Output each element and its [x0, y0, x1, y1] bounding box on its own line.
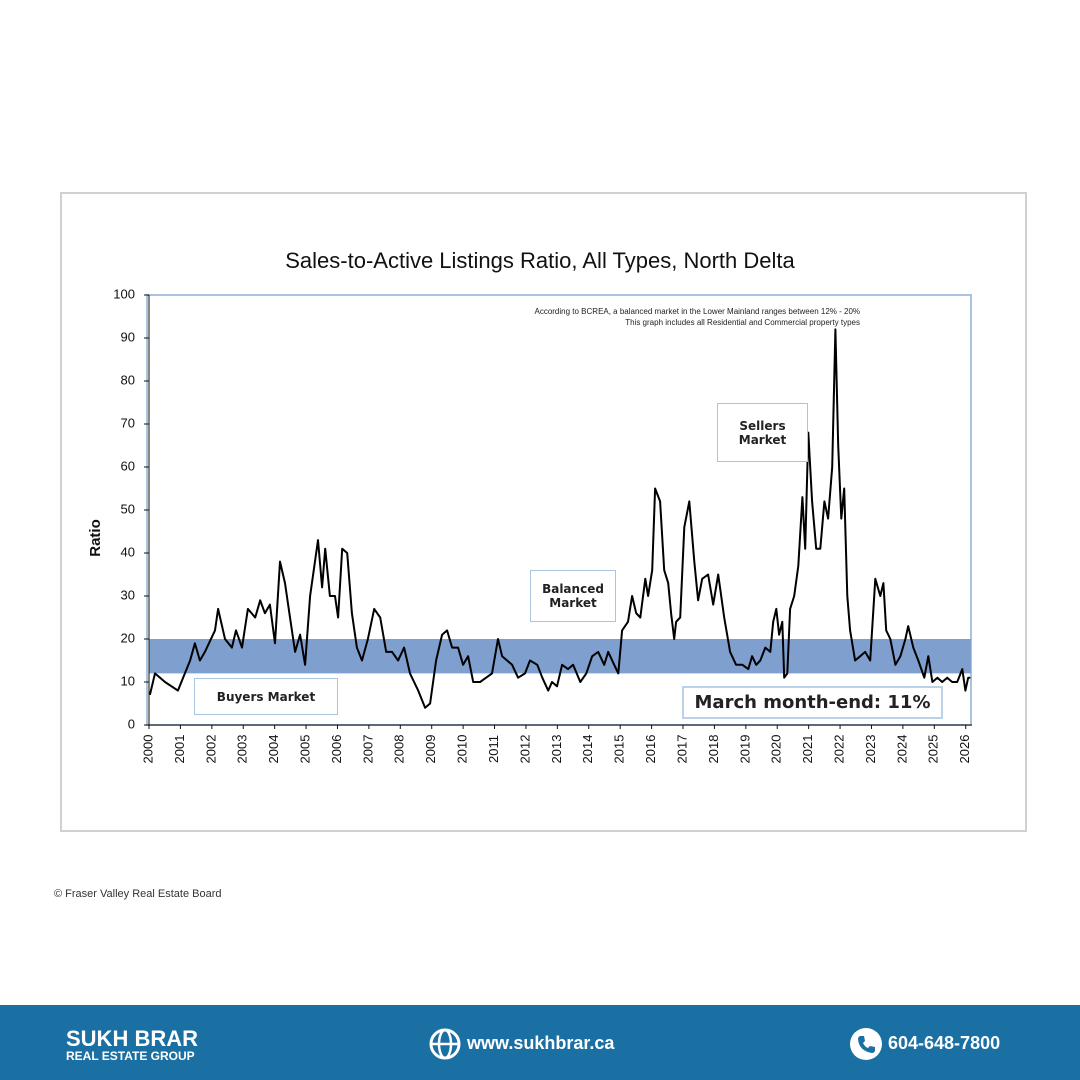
x-tick-label: 2017 [674, 735, 689, 764]
y-tick-label: 10 [121, 673, 135, 688]
x-tick-label: 2015 [612, 735, 627, 764]
y-tick-label: 60 [121, 458, 135, 473]
x-tick-label: 2013 [549, 735, 564, 764]
current-annotation: March month-end: 11% [682, 686, 943, 719]
chart-title: Sales-to-Active Listings Ratio, All Type… [285, 248, 795, 273]
x-tick-label: 2009 [423, 735, 438, 764]
x-tick-label: 2011 [486, 735, 501, 763]
x-tick-label: 2019 [737, 735, 752, 764]
website[interactable]: www.sukhbrar.ca [467, 1033, 615, 1053]
buyers-annotation: Buyers Market [194, 678, 338, 715]
y-tick-label: 100 [113, 286, 135, 301]
x-tick-label: 2006 [329, 735, 344, 764]
x-tick-label: 2014 [580, 735, 595, 764]
x-tick-label: 2000 [140, 735, 155, 764]
globe-icon [429, 1028, 461, 1060]
y-tick-label: 90 [121, 329, 135, 344]
y-axis-label: Ratio [87, 519, 104, 557]
x-tick-label: 2004 [266, 735, 281, 764]
y-tick-label: 80 [121, 372, 135, 387]
x-tick-label: 2021 [800, 735, 815, 764]
brand-sub: REAL ESTATE GROUP [66, 1049, 195, 1063]
y-tick-label: 20 [121, 630, 135, 645]
source: © Fraser Valley Real Estate Board [54, 888, 222, 900]
y-tick-label: 30 [121, 587, 135, 602]
balanced-band [149, 639, 971, 674]
x-tick-label: 2005 [297, 735, 312, 764]
y-tick-label: 40 [121, 544, 135, 559]
x-tick-label: 2010 [455, 735, 470, 764]
x-tick-label: 2016 [643, 735, 658, 764]
x-tick-label: 2022 [832, 735, 847, 764]
x-tick-label: 2007 [360, 735, 375, 764]
x-tick-label: 2018 [706, 735, 721, 764]
x-tick-label: 2003 [235, 735, 250, 764]
chart-frame [60, 192, 1027, 832]
x-tick-label: 2023 [863, 735, 878, 764]
note: According to BCREA, a balanced market in… [534, 307, 860, 316]
sellers-annotation: Sellers Market [717, 403, 808, 462]
x-tick-label: 2008 [392, 735, 407, 764]
brand: SUKH BRAR [66, 1026, 198, 1051]
balanced-annotation: Balanced Market [530, 570, 616, 622]
x-tick-label: 2002 [203, 735, 218, 764]
note: This graph includes all Residential and … [625, 318, 860, 327]
x-tick-label: 2025 [926, 735, 941, 764]
phone-icon [850, 1028, 882, 1060]
x-tick-label: 2001 [172, 735, 187, 764]
ratio-line [148, 328, 971, 709]
y-tick-label: 0 [128, 716, 135, 731]
phone[interactable]: 604-648-7800 [888, 1033, 1001, 1053]
x-tick-label: 2012 [517, 735, 532, 764]
y-tick-label: 70 [121, 415, 135, 430]
y-tick-label: 50 [121, 501, 135, 516]
x-tick-label: 2026 [957, 735, 972, 764]
footer: SUKH BRAR REAL ESTATE GROUP www.sukhbrar… [0, 1005, 1080, 1080]
x-tick-label: 2024 [894, 735, 909, 764]
x-tick-label: 2020 [769, 735, 784, 764]
